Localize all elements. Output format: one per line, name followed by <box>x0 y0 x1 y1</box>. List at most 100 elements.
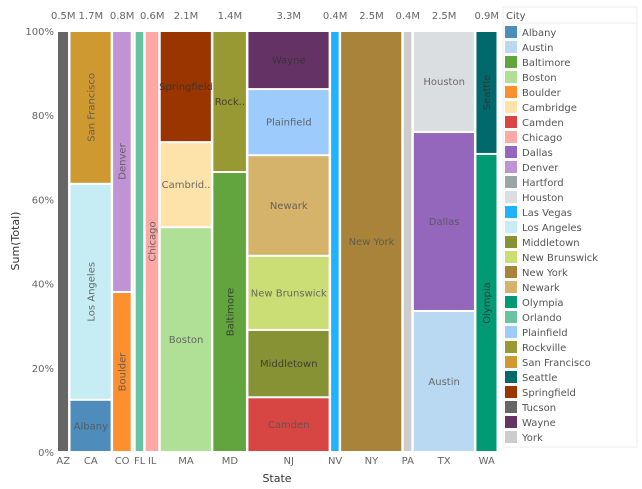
legend-item[interactable]: Springfield <box>505 386 576 399</box>
column-tx: Austin Dallas Houston 2.5M <box>412 11 475 452</box>
segment-new-york[interactable] <box>340 31 403 452</box>
legend-item[interactable]: Cambridge <box>505 101 577 114</box>
segment-houston[interactable] <box>412 31 475 133</box>
segment-label: Middletown <box>260 359 318 370</box>
column-nj: Camden Middletown New Brunswick Newark Plain… <box>247 11 330 452</box>
segment-wayne[interactable] <box>247 31 330 90</box>
segment-albany[interactable] <box>69 399 112 452</box>
legend-label: Plainfield <box>522 328 568 339</box>
segment-label: Baltimore <box>225 288 236 336</box>
x-tick-label: MA <box>178 456 194 467</box>
x-tick-label: MD <box>222 456 239 467</box>
column-az: 0.5M <box>51 11 76 452</box>
legend-swatch <box>505 341 517 353</box>
segment-san-francisco[interactable] <box>69 31 112 184</box>
legend-item[interactable]: Rockville <box>505 341 566 354</box>
legend-item[interactable]: Middletown <box>505 236 580 249</box>
segment-boulder[interactable] <box>112 292 132 452</box>
segment-plainfield[interactable] <box>247 89 330 156</box>
legend-swatch <box>505 86 517 98</box>
segment-label: Dallas <box>429 217 460 228</box>
segment-chicago[interactable] <box>144 31 160 452</box>
segment-seattle[interactable] <box>475 31 498 154</box>
segment-tucson[interactable] <box>57 31 70 452</box>
legend-item[interactable]: Albany <box>505 26 556 39</box>
segment-orlando[interactable] <box>134 31 145 452</box>
legend-swatch <box>505 131 517 143</box>
segment-cambridge[interactable] <box>159 142 212 228</box>
legend-swatch <box>505 326 517 338</box>
legend-item[interactable]: Las Vegas <box>505 206 572 219</box>
legend-swatch <box>505 356 517 368</box>
segment-hartford[interactable] <box>132 31 135 452</box>
legend-item[interactable]: Olympia <box>505 296 564 309</box>
legend-item[interactable]: Chicago <box>505 131 562 144</box>
legend-swatch <box>505 236 517 248</box>
segment-denver[interactable] <box>112 31 132 293</box>
legend-swatch <box>505 101 517 113</box>
segment-york[interactable] <box>402 31 413 452</box>
legend-item[interactable]: New Brunswick <box>505 251 598 264</box>
legend-item[interactable]: Hartford <box>505 176 564 189</box>
segment-label: Springfield <box>159 82 213 93</box>
column-nv: 0.4M <box>323 11 347 452</box>
legend-swatch <box>505 116 517 128</box>
segment-las-vegas[interactable] <box>330 31 340 452</box>
legend-label: Olympia <box>522 298 564 309</box>
legend-item[interactable]: Los Angeles <box>505 221 582 234</box>
segment-newark[interactable] <box>247 155 330 256</box>
legend-item[interactable]: Wayne <box>505 416 556 429</box>
legend-item[interactable]: Denver <box>505 161 559 174</box>
legend-label: Boulder <box>522 88 562 99</box>
legend-item[interactable]: Newark <box>505 281 560 294</box>
segment-label: New York <box>349 237 395 248</box>
x-tick-label: FL <box>134 456 146 467</box>
legend-item[interactable]: Boulder <box>505 86 562 99</box>
segment-label: Boston <box>169 335 204 346</box>
segment-olympia[interactable] <box>475 153 498 452</box>
y-tick-label: 0% <box>38 448 54 459</box>
legend-item[interactable]: Dallas <box>505 146 553 159</box>
legend-label: Chicago <box>522 133 562 144</box>
segment-springfield[interactable] <box>159 31 212 143</box>
legend-item[interactable]: York <box>505 431 543 444</box>
legend-item[interactable]: Baltimore <box>505 56 570 69</box>
x-tick-label: TX <box>437 456 451 467</box>
legend-item[interactable]: Seattle <box>505 371 557 384</box>
segment-label: Cambrid.. <box>162 180 211 191</box>
legend-item[interactable]: Boston <box>505 71 557 84</box>
legend-label: Boston <box>522 73 557 84</box>
legend-label: Hartford <box>522 178 564 189</box>
legend-item[interactable]: Austin <box>505 41 553 54</box>
legend-item[interactable]: Tucson <box>505 401 556 414</box>
column-md: Baltimore Rock.. 1.4M <box>212 11 247 452</box>
legend-item[interactable]: Orlando <box>505 311 562 324</box>
legend-label: Rockville <box>522 343 566 354</box>
legend-swatch <box>505 206 517 218</box>
legend-label: Camden <box>522 118 564 129</box>
x-tick-label: CO <box>115 456 130 467</box>
segment-camden[interactable] <box>247 397 330 452</box>
segment-los-angeles[interactable] <box>69 183 112 400</box>
x-tick-label: NV <box>328 456 342 467</box>
segment-austin[interactable] <box>412 310 475 452</box>
segment-boston[interactable] <box>159 227 212 452</box>
segment-label: Austin <box>428 377 459 388</box>
segment-dallas[interactable] <box>412 132 475 311</box>
legend-item[interactable]: New York <box>505 266 568 279</box>
legend-item[interactable]: Houston <box>505 191 564 204</box>
legend-item[interactable]: San Francisco <box>505 356 591 369</box>
segment-baltimore[interactable] <box>212 172 247 452</box>
segment-rockville[interactable] <box>212 31 247 173</box>
x-tick-label: PA <box>402 456 414 467</box>
legend-item[interactable]: Camden <box>505 116 564 129</box>
y-tick-label: 80% <box>32 111 54 122</box>
legend-swatch <box>505 26 517 38</box>
legend-items: Albany Austin Baltimore Boston Boulder Cambri… <box>505 26 598 444</box>
column-total-label: 2.1M <box>174 11 199 22</box>
legend-item[interactable]: Plainfield <box>505 326 568 339</box>
segment-middletown[interactable] <box>247 329 330 398</box>
legend-swatch <box>505 416 517 428</box>
segment-new-brunswick[interactable] <box>247 255 330 330</box>
column-il: Chicago 0.6M <box>140 11 164 452</box>
